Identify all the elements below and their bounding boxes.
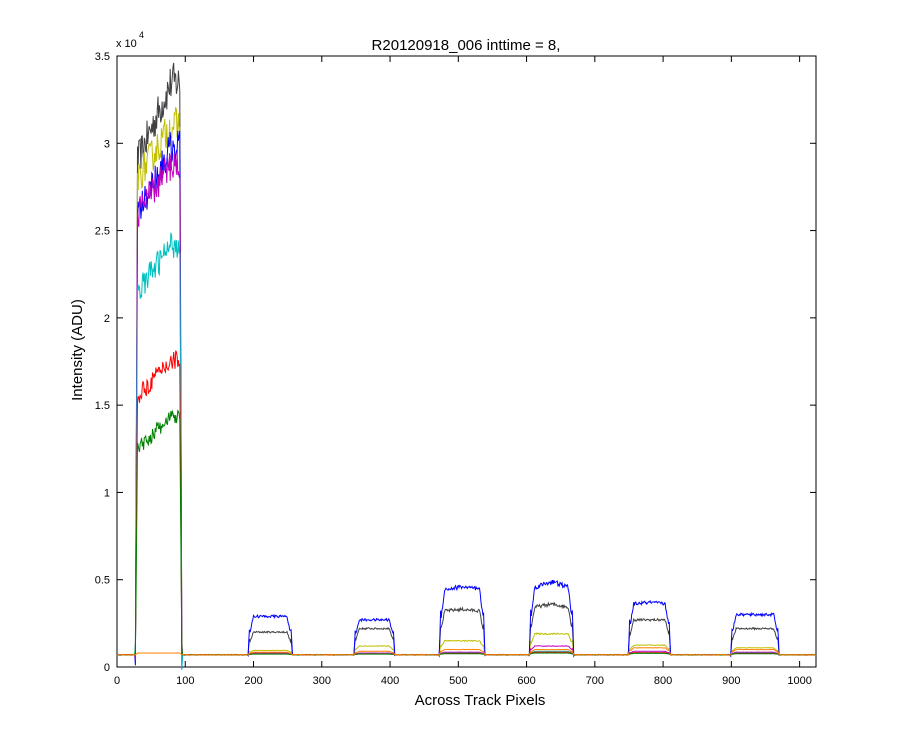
y-tick-label: 3.5	[95, 51, 110, 63]
y-multiplier: x 10	[116, 38, 137, 50]
y-tick-label: 2	[104, 313, 110, 325]
x-axis-label: Across Track Pixels	[415, 692, 546, 709]
x-tick-label: 300	[313, 675, 331, 687]
x-tick-label: 800	[654, 675, 672, 687]
x-tick-label: 700	[586, 675, 604, 687]
x-tick-label: 200	[244, 675, 262, 687]
x-tick-label: 500	[449, 675, 467, 687]
y-tick-label: 2.5	[95, 226, 110, 238]
x-tick-label: 1000	[787, 675, 811, 687]
x-tick-label: 0	[114, 675, 120, 687]
y-tick-label: 1	[104, 487, 110, 499]
y-tick-label: 0	[104, 662, 110, 674]
x-axis: 0 100 200 300 400 500 600 700 800 900 1000	[114, 56, 812, 687]
y-tick-label: 1.5	[95, 400, 110, 412]
series-line-8	[116, 647, 817, 656]
plot-area	[116, 55, 817, 668]
y-multiplier-exponent: 4	[139, 30, 144, 40]
chart-title: R20120918_006 inttime = 8,	[372, 37, 561, 54]
series-layer	[116, 62, 817, 670]
y-tick-label: 0.5	[95, 575, 110, 587]
x-tick-label: 100	[176, 675, 194, 687]
y-axis-label: Intensity (ADU)	[69, 299, 86, 401]
y-tick-label: 3	[104, 138, 110, 150]
y-axis: 0 0.5 1 1.5 2 2.5 3 3.5	[95, 51, 816, 674]
x-tick-label: 400	[381, 675, 399, 687]
x-tick-label: 900	[722, 675, 740, 687]
x-tick-label: 600	[517, 675, 535, 687]
